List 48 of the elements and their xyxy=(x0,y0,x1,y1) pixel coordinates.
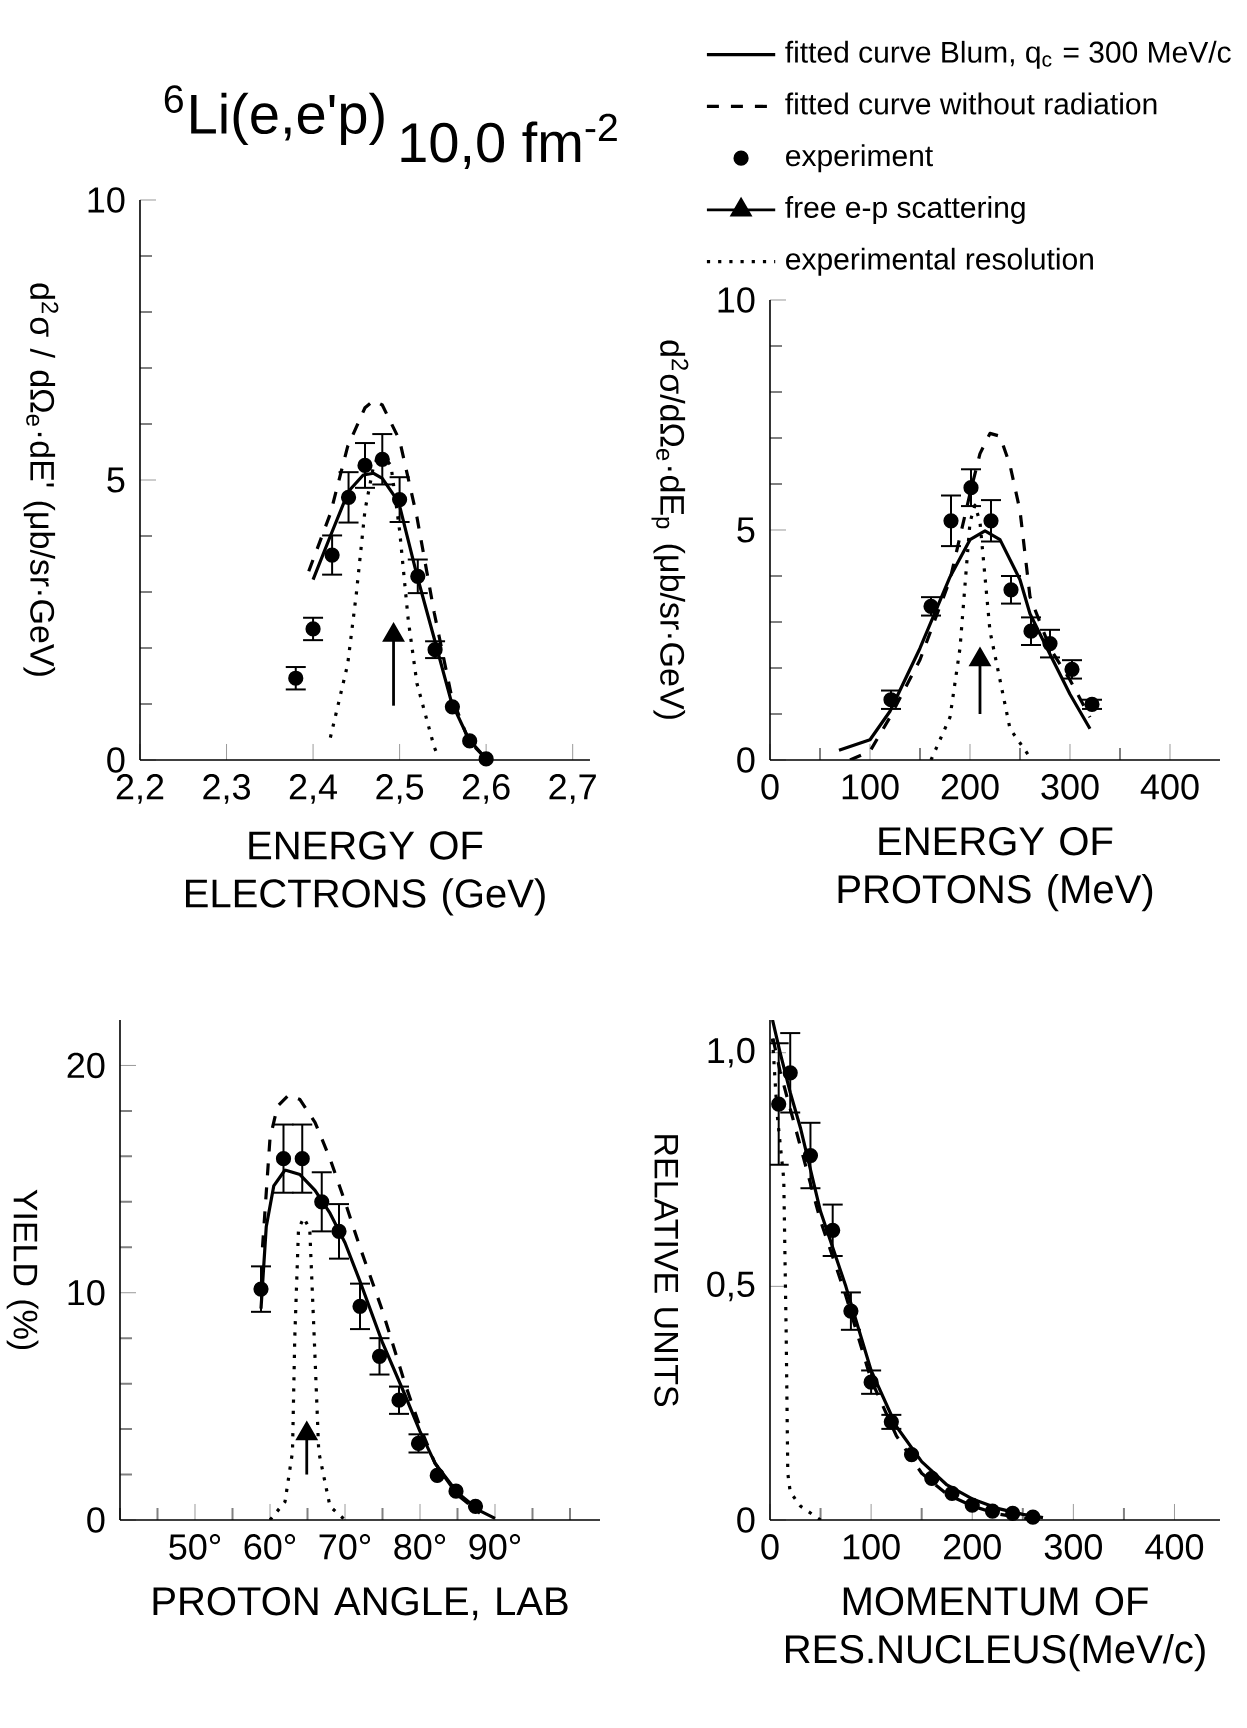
y-tick-label: 1,0 xyxy=(708,1037,755,1068)
legend-label: experiment xyxy=(786,144,933,173)
x-tick-label: 400 xyxy=(1145,1534,1204,1560)
x-tick-label: 300 xyxy=(1041,774,1099,800)
x-tick-label: 80° xyxy=(394,1534,446,1560)
legend-label: fitted curve without radiation xyxy=(785,92,1157,115)
legend-label: free e-p scattering xyxy=(785,196,1025,224)
x-tick-label: 60° xyxy=(244,1534,296,1560)
x-tick-label: 50° xyxy=(169,1534,221,1560)
x-tick-label: 90° xyxy=(469,1534,521,1560)
y-axis-title: d$^{2}$σ / dΩ$_{e}$·dE' (μb/sr·GeV) xyxy=(23,283,59,676)
chart-subtitle: 10,0 fm$^{-2}$ xyxy=(401,113,617,170)
y-tick-label: 0 xyxy=(107,747,125,773)
x-tick-label: 2,7 xyxy=(549,774,596,804)
y-tick-label: 5 xyxy=(737,517,755,543)
y-tick-label: 10 xyxy=(88,187,125,213)
y-tick-label: 10 xyxy=(68,1279,105,1306)
x-tick-label: 70° xyxy=(319,1534,371,1560)
x-tick-label: 200 xyxy=(944,1534,1001,1560)
legend-label: fitted curve Blum, q$_{c}$ = 300 MeV/c xyxy=(785,40,1231,69)
x-tick-label: 2,4 xyxy=(289,774,338,804)
y-axis-title: d$^{2}$σ/dΩ$_{e}$·dE$_{p}$ (μb/sr·GeV) xyxy=(651,340,689,719)
x-tick-label: 0 xyxy=(761,1534,779,1560)
x-tick-label: 2,5 xyxy=(376,774,424,804)
y-axis-title: YIELD (%) xyxy=(6,1189,39,1350)
x-tick-label: 400 xyxy=(1140,774,1199,800)
y-tick-label: 10 xyxy=(718,287,755,313)
y-tick-label: 0,5 xyxy=(707,1271,755,1302)
x-tick-label: 100 xyxy=(842,774,899,800)
x-tick-label: 300 xyxy=(1044,1534,1102,1560)
x-tick-label: 0 xyxy=(761,774,779,800)
x-tick-label: 2,6 xyxy=(462,774,510,804)
chart-title: $^{6}$Li(e,e'p) xyxy=(164,85,384,146)
y-tick-label: 0 xyxy=(737,747,755,773)
x-axis-title: PROTON ANGLE, LAB xyxy=(153,1587,568,1621)
y-axis-title: RELATIVE UNITS xyxy=(654,1135,679,1407)
y-tick-label: 5 xyxy=(107,467,125,493)
x-axis-title: ENERGY OF PROTONS (MeV) xyxy=(838,827,1153,912)
x-tick-label: 200 xyxy=(941,774,999,800)
x-tick-label: 2,2 xyxy=(116,774,164,804)
y-tick-label: 20 xyxy=(67,1052,105,1079)
x-tick-label: 100 xyxy=(843,1534,900,1560)
y-tick-label: 0 xyxy=(737,1507,755,1533)
y-tick-label: 0 xyxy=(87,1507,105,1533)
x-tick-label: 2,3 xyxy=(203,774,250,804)
x-axis-title: ENERGY OF ELECTRONS (GeV) xyxy=(186,831,545,916)
legend-label: experimental resolution xyxy=(786,247,1093,276)
x-axis-title: MOMENTUM OF RES.NUCLEUS(MeV/c) xyxy=(786,1587,1205,1672)
